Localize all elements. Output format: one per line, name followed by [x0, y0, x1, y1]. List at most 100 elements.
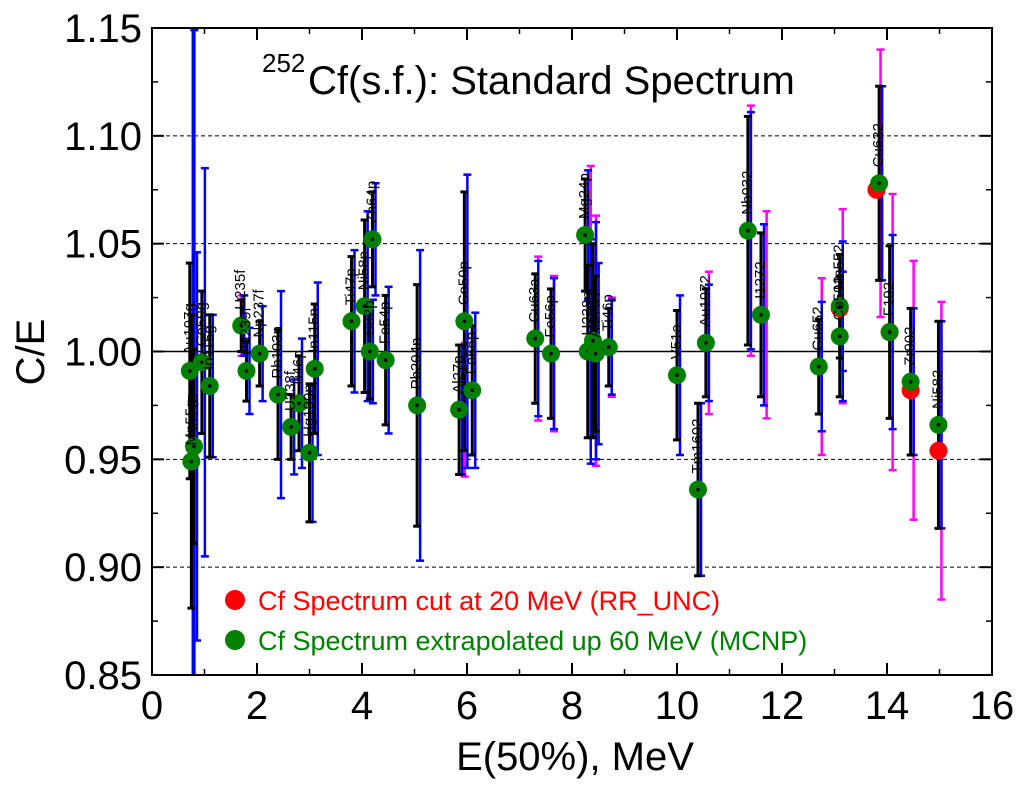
legend-marker-green	[225, 630, 245, 650]
point-label: Mn55g	[182, 400, 199, 446]
point-label: U235f	[232, 269, 249, 310]
data-point-center	[297, 401, 301, 406]
data-points	[180, 174, 948, 499]
data-point-center	[837, 334, 842, 339]
x-tick-label: 16	[970, 684, 1015, 728]
point-label: Np237f	[251, 288, 268, 337]
data-point-center	[244, 369, 249, 373]
axis-ticks: 0 2 4 6 8 10 12 14 16 0.85 0.90 0.95 1.00 1.05 1.10 1.1…	[64, 7, 1014, 728]
point-label: Co592	[831, 276, 848, 320]
data-point-center	[675, 373, 679, 378]
data-point-center	[362, 304, 367, 309]
legend-label-red: Cf Spectrum cut at 20 MeV (RR_UNC)	[258, 586, 720, 616]
legend: Cf Spectrum cut at 20 MeV (RR_UNC) Cf Sp…	[225, 586, 807, 656]
point-label: Hg199n	[301, 384, 318, 437]
data-point-center	[307, 451, 312, 455]
x-tick-label: 10	[655, 684, 700, 728]
data-point-center	[457, 407, 461, 412]
point-label: Al27a	[587, 299, 604, 338]
x-tick-label: 4	[351, 684, 373, 728]
point-label: Au1972	[697, 275, 714, 327]
data-point-center	[289, 425, 293, 429]
y-tick-label: 0.90	[64, 546, 142, 590]
data-point-center	[837, 304, 842, 309]
point-label: U238n	[579, 291, 596, 335]
data-point-center	[887, 330, 892, 334]
x-tick-label: 8	[561, 684, 583, 728]
x-tick-label: 6	[456, 684, 478, 728]
x-axis-title: E(50%), MeV	[456, 735, 694, 779]
data-point-center	[470, 388, 475, 393]
point-label: Cu632	[870, 123, 887, 167]
data-point-center	[415, 403, 419, 408]
data-point-center	[192, 444, 196, 449]
data-point-red	[929, 441, 948, 460]
data-point-center	[533, 336, 538, 341]
data-point-center	[368, 349, 372, 354]
data-point-center	[549, 351, 553, 356]
point-label: Ti48p	[584, 288, 601, 325]
data-point-center	[759, 313, 763, 317]
point-label: Pu239f	[238, 307, 255, 355]
data-point-center	[591, 338, 595, 343]
point-label: Mg24p	[576, 173, 593, 219]
x-tick-label: 0	[141, 684, 163, 728]
data-point-center	[207, 384, 212, 388]
data-point-center	[696, 487, 700, 492]
data-point-center	[349, 319, 354, 324]
data-point-center	[704, 341, 708, 345]
point-label: Fe56p	[463, 332, 480, 375]
data-point-center	[239, 323, 244, 328]
data-point-center	[189, 459, 194, 464]
data-point-center	[312, 366, 317, 371]
point-label: V51a	[668, 324, 685, 360]
legend-label-green: Cf Spectrum extrapolated up 60 MeV (MCNP…	[258, 626, 807, 656]
point-label: In115n	[306, 308, 323, 353]
data-point-center	[370, 237, 375, 242]
data-point-center	[816, 364, 821, 369]
y-tick-label: 1.05	[64, 223, 142, 267]
point-label: Ni582	[929, 370, 946, 409]
point-label: Ti47p	[343, 268, 360, 305]
chart-title-superscript: 252	[262, 48, 305, 78]
data-point-center	[257, 351, 262, 356]
data-point-center	[877, 181, 881, 186]
data-point-center	[936, 423, 941, 427]
legend-marker-red	[225, 590, 245, 610]
y-tick-label: 1.10	[64, 115, 142, 159]
point-label: S32p	[361, 300, 378, 335]
point-label: Fe54p	[377, 302, 394, 345]
point-label: Ni58p	[356, 251, 373, 290]
point-label: Co59g	[193, 302, 210, 346]
point-label: Zn64p	[364, 181, 381, 224]
point-label: I1272	[752, 261, 769, 299]
point-label: Cu652	[810, 306, 827, 350]
data-point-center	[200, 360, 204, 365]
y-tick-label: 1.15	[64, 7, 142, 51]
data-point-center	[606, 345, 611, 349]
y-tick-label: 0.85	[64, 654, 142, 698]
data-point-center	[908, 379, 913, 384]
point-label: Pb204n	[408, 338, 425, 390]
x-tick-label: 14	[865, 684, 910, 728]
data-point-center	[188, 369, 192, 373]
point-label: U238f	[282, 370, 299, 411]
data-point-center	[276, 392, 280, 397]
data-point-center	[593, 351, 598, 356]
point-label: F192	[881, 282, 898, 316]
y-axis-title: C/E	[9, 319, 53, 386]
point-label: Mn552	[831, 244, 848, 290]
y-tick-label: 0.95	[64, 438, 142, 482]
y-tick-label: 1.00	[64, 331, 142, 375]
point-label: Au197g	[181, 303, 198, 355]
point-label: Ti46p	[290, 350, 307, 387]
chart-title: Cf(s.f.): Standard Spectrum	[308, 59, 795, 103]
x-tick-label: 12	[760, 684, 805, 728]
point-label: Fe56p	[542, 295, 559, 338]
point-label: Cu63a	[526, 278, 543, 323]
point-label: Co59p	[455, 261, 472, 305]
point-label: Zr902	[902, 327, 919, 366]
point-label: Al27p	[450, 355, 467, 393]
